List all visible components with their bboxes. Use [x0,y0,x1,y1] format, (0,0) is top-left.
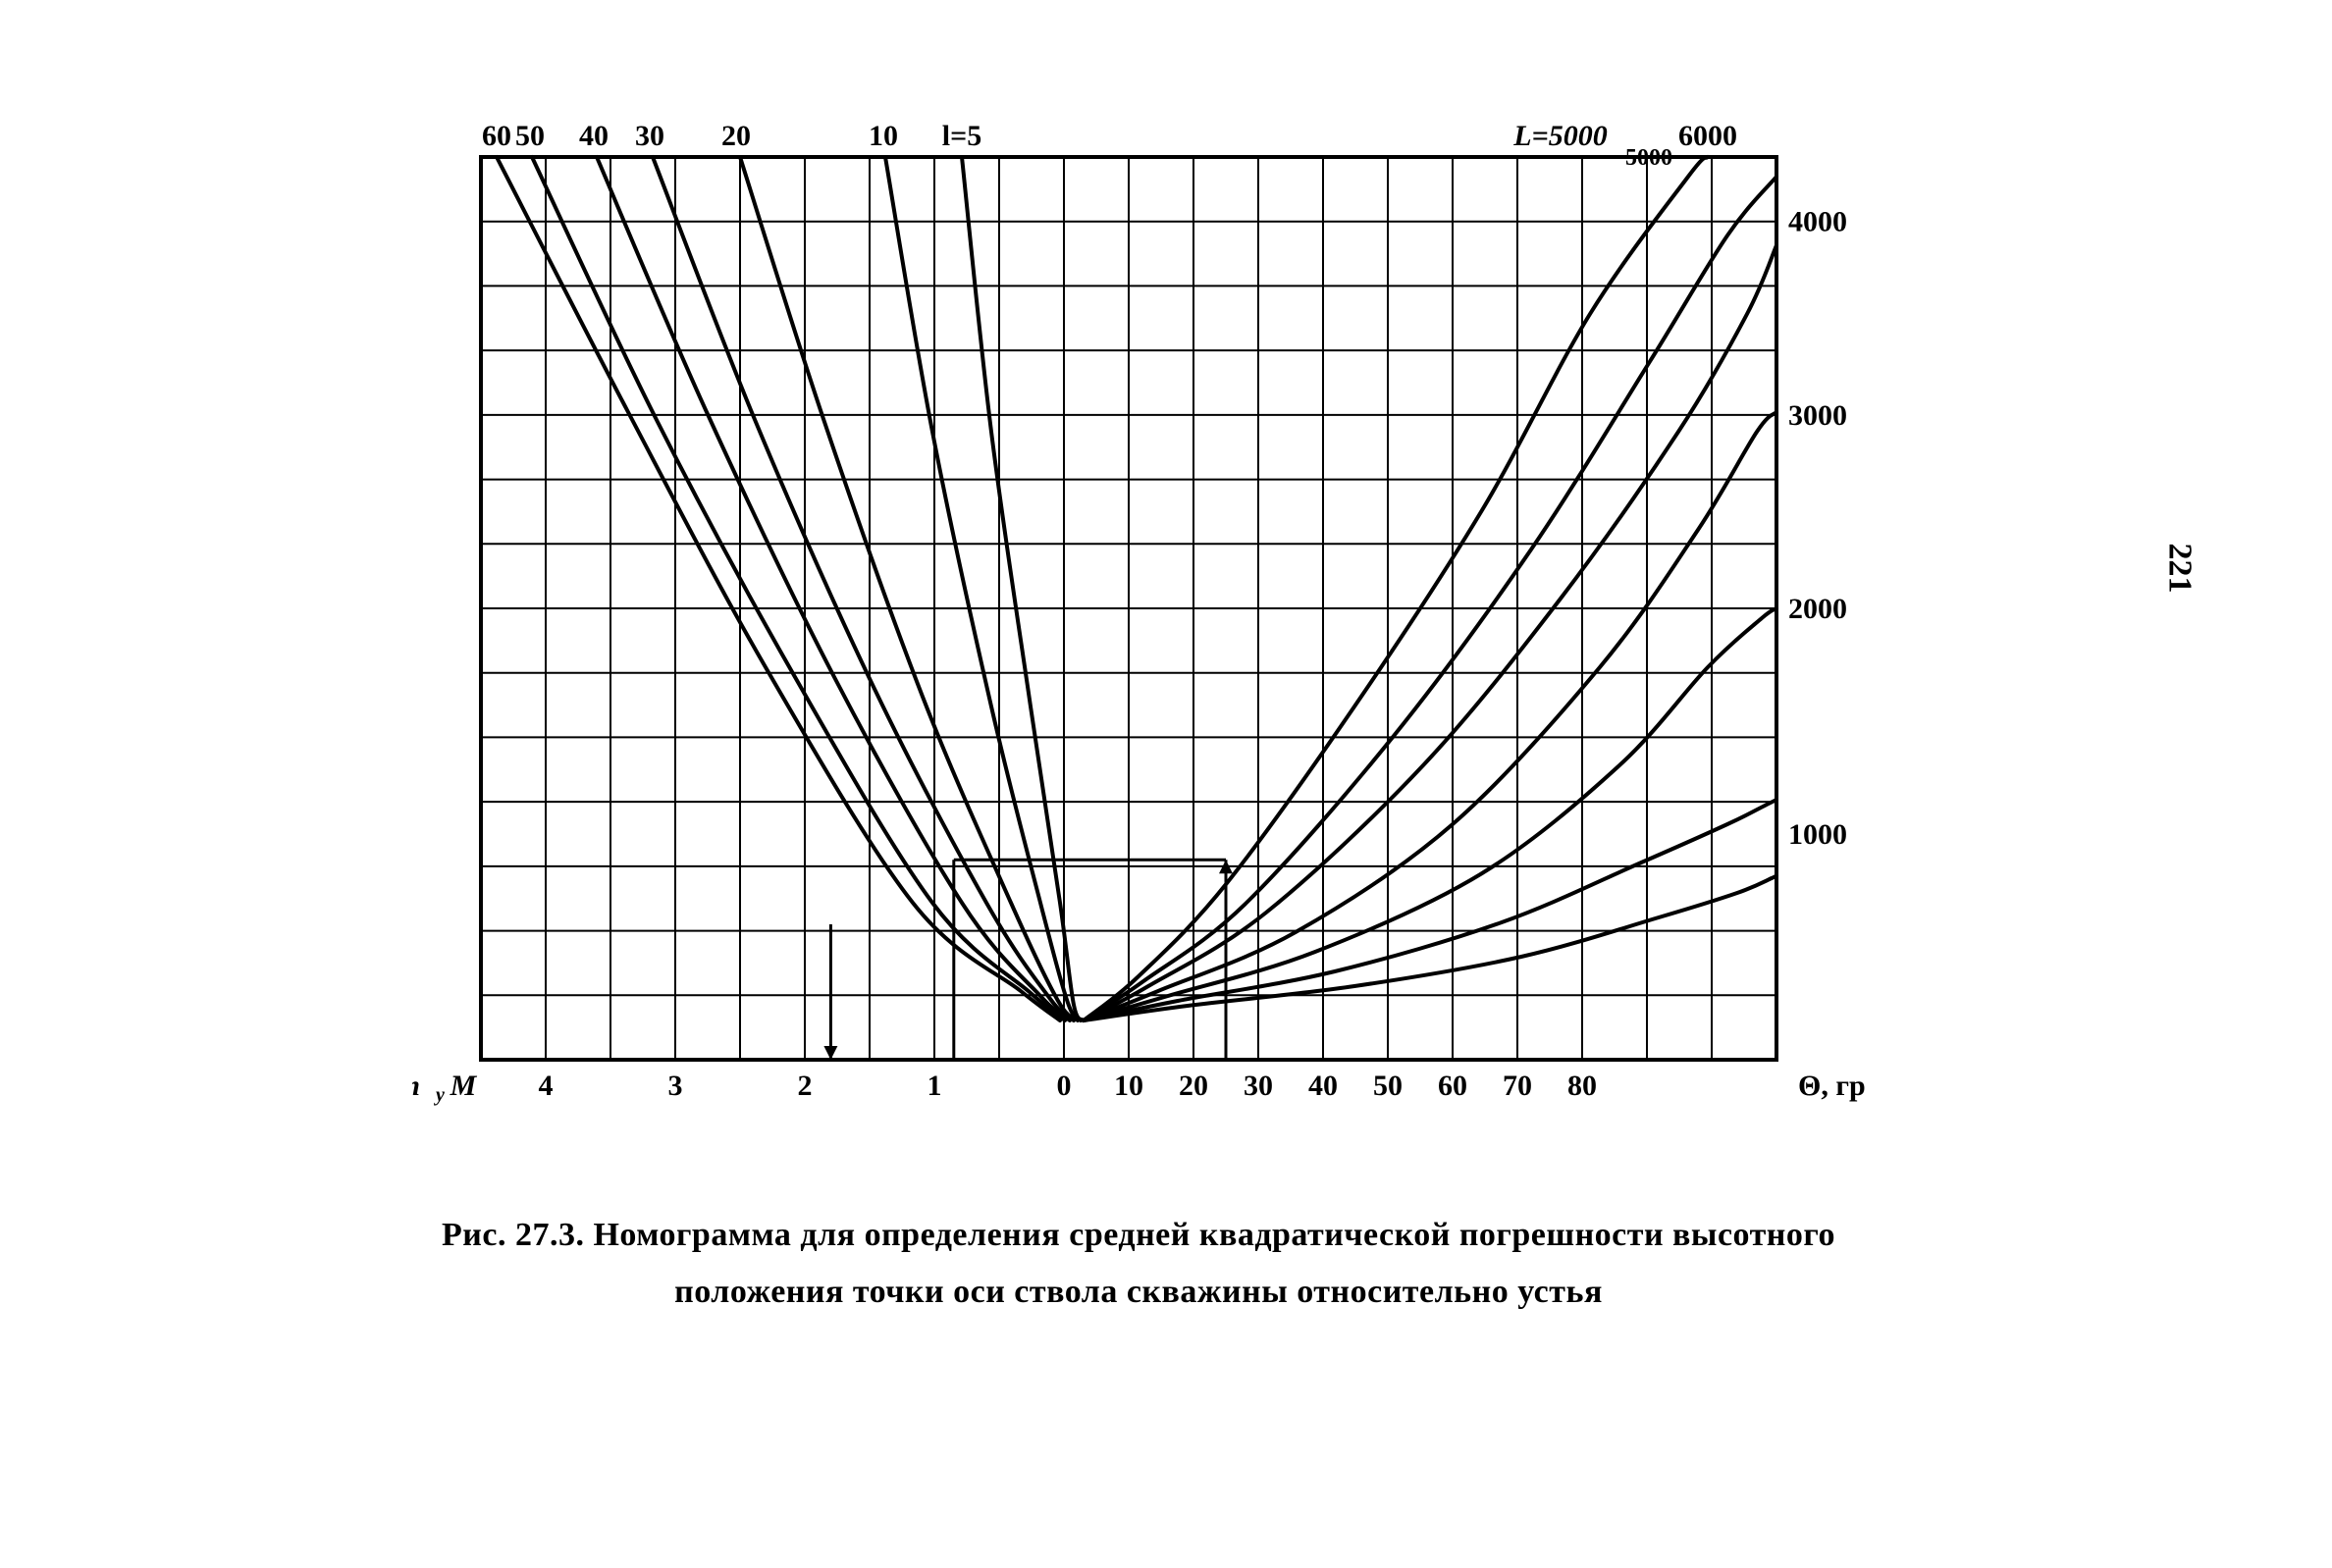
caption-line-2: положения точки оси ствола скважины отно… [674,1274,1603,1310]
svg-text:l=5: l=5 [942,120,981,152]
svg-text:4000: 4000 [1788,206,1847,238]
svg-text:4: 4 [539,1070,554,1102]
svg-text:30: 30 [1244,1070,1273,1102]
nomogram-chart: 605040302010l=5L=50006000500040003000200… [412,118,1865,1128]
svg-text:y: y [434,1084,445,1106]
svg-text:1: 1 [928,1070,942,1102]
svg-text:40: 40 [579,120,609,152]
svg-text:m: m [412,1070,420,1102]
svg-text:3: 3 [668,1070,683,1102]
svg-text:20: 20 [721,120,751,152]
svg-text:40: 40 [1308,1070,1338,1102]
svg-text:60: 60 [1438,1070,1467,1102]
svg-text:3000: 3000 [1788,399,1847,432]
svg-text:10: 10 [869,120,898,152]
svg-text:2: 2 [798,1070,813,1102]
svg-text:M: M [450,1070,478,1102]
svg-text:6000: 6000 [1678,120,1737,152]
chart-svg: 605040302010l=5L=50006000500040003000200… [412,118,1865,1128]
svg-text:10: 10 [1114,1070,1143,1102]
svg-text:5000: 5000 [1625,145,1672,171]
svg-text:50: 50 [515,120,545,152]
svg-text:50: 50 [1373,1070,1403,1102]
svg-text:30: 30 [635,120,664,152]
svg-text:L=5000: L=5000 [1512,120,1607,152]
svg-text:Θ, град.: Θ, град. [1798,1070,1865,1102]
svg-text:1000: 1000 [1788,818,1847,851]
svg-text:60: 60 [482,120,511,152]
svg-text:2000: 2000 [1788,593,1847,625]
svg-text:20: 20 [1179,1070,1208,1102]
svg-text:70: 70 [1503,1070,1532,1102]
svg-text:0: 0 [1057,1070,1072,1102]
caption-line-1: Рис. 27.3. Номограмма для определения ср… [442,1217,1835,1253]
page: 605040302010l=5L=50006000500040003000200… [0,0,2332,1568]
page-number: 221 [2161,544,2199,594]
figure-caption: Рис. 27.3. Номограмма для определения ср… [363,1207,1914,1321]
svg-text:80: 80 [1567,1070,1597,1102]
